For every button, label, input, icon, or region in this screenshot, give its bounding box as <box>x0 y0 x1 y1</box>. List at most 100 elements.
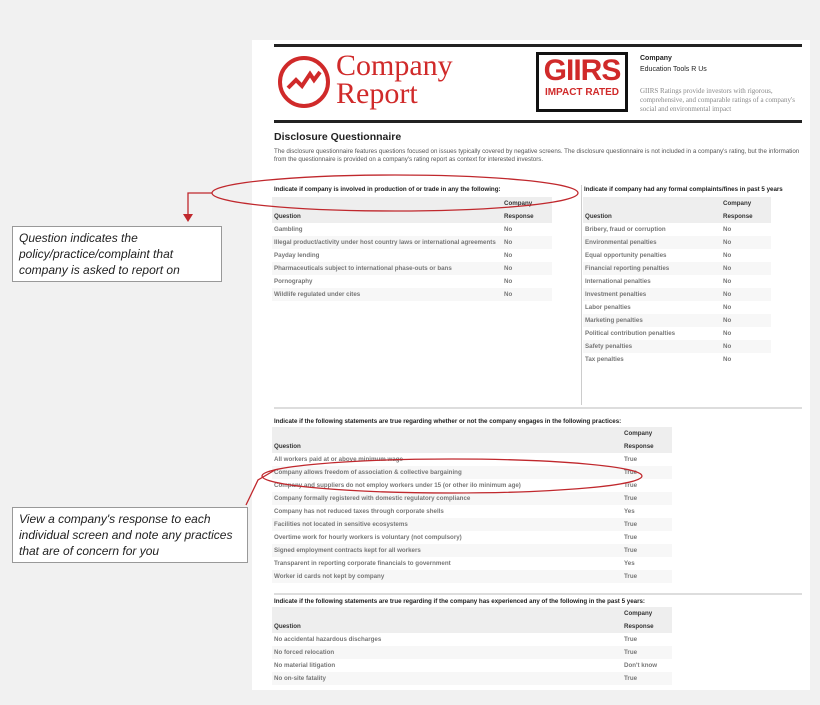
table-row: Pornography No <box>272 275 552 288</box>
question-cell: Company allows freedom of association & … <box>272 466 622 479</box>
question-cell: Political contribution penalties <box>585 330 676 337</box>
header-row: Company <box>272 607 672 620</box>
response-cell: True <box>622 646 672 659</box>
incidents-table: Company Question Response No accidental haz… <box>272 607 672 685</box>
table-row: Bribery, fraud or corruption No <box>583 223 771 236</box>
intro-text: The disclosure questionnaire features qu… <box>274 148 800 163</box>
column-header: Question <box>272 620 622 633</box>
divider <box>274 407 802 409</box>
response-cell: Yes <box>624 560 635 567</box>
response-cell: No <box>504 226 513 233</box>
response-cell: Yes <box>624 508 635 515</box>
response-cell: No <box>721 236 771 249</box>
table-row: Signed employment contracts kept for all… <box>272 544 672 557</box>
question-cell: International penalties <box>585 278 651 285</box>
response-cell: No <box>723 304 732 311</box>
response-cell: True <box>624 482 638 489</box>
column-header: Response <box>721 210 771 223</box>
table-row: Pharmaceuticals subject to international… <box>272 262 552 275</box>
table-row: No material litigation Don't know <box>272 659 672 672</box>
column-header: Company <box>721 197 771 210</box>
table-row: Financial reporting penalties No <box>583 262 771 275</box>
question-cell: Marketing penalties <box>583 314 721 327</box>
column-header: Company <box>622 607 672 620</box>
company-label: Company <box>640 55 672 62</box>
question-cell: Payday lending <box>274 252 320 259</box>
question-cell: Overtime work for hourly workers is volu… <box>274 534 462 541</box>
response-cell: True <box>622 466 672 479</box>
table-row: Labor penalties No <box>583 301 771 314</box>
question-cell: Company has not reduced taxes through co… <box>274 508 444 515</box>
report-title: Company Report <box>336 49 453 110</box>
complaints-table: Company Question Response Bribery, fraud or… <box>583 197 771 366</box>
callout-response: View a company's response to each indivi… <box>12 507 248 563</box>
table-row: Gambling No <box>272 223 552 236</box>
table-row: Wildlife regulated under cites No <box>272 288 552 301</box>
table-row: Company has not reduced taxes through co… <box>272 505 672 518</box>
divider <box>581 185 582 405</box>
question-cell: Equal opportunity penalties <box>585 252 667 259</box>
top-rule <box>274 44 802 47</box>
response-cell: No <box>502 288 552 301</box>
response-cell: No <box>723 330 732 337</box>
callout-question: Question indicates the policy/practice/c… <box>12 226 222 282</box>
response-cell: No <box>721 314 771 327</box>
question-cell: Signed employment contracts kept for all… <box>272 544 622 557</box>
question-cell: Labor penalties <box>585 304 631 311</box>
section-title: Indicate if the following statements are… <box>274 598 645 605</box>
table-row: Overtime work for hourly workers is volu… <box>272 531 672 544</box>
column-header: Question <box>583 210 721 223</box>
response-cell: True <box>624 456 638 463</box>
response-cell: True <box>622 492 672 505</box>
header-row: Question Response <box>583 210 771 223</box>
response-cell: No <box>504 252 513 259</box>
column-header: Response <box>502 210 552 223</box>
table-row: No forced relocation True <box>272 646 672 659</box>
table-row: International penalties No <box>583 275 771 288</box>
question-cell: Environmental penalties <box>583 236 721 249</box>
response-cell: No <box>723 356 732 363</box>
giirs-blurb: GIIRS Ratings provide investors with rig… <box>640 87 796 113</box>
question-cell: No accidental hazardous discharges <box>274 636 382 643</box>
response-cell: No <box>721 340 771 353</box>
question-cell: Transparent in reporting corporate finan… <box>274 560 451 567</box>
response-cell: True <box>622 518 672 531</box>
response-cell: No <box>721 288 771 301</box>
response-cell: No <box>504 278 513 285</box>
table-row: Investment penalties No <box>583 288 771 301</box>
question-cell: Company and suppliers do not employ work… <box>274 482 521 489</box>
header-row: Question Response <box>272 620 672 633</box>
question-cell: Safety penalties <box>583 340 721 353</box>
table-row: Tax penalties No <box>583 353 771 366</box>
table-row: Equal opportunity penalties No <box>583 249 771 262</box>
table-row: All workers paid at or above minimum wag… <box>272 453 672 466</box>
header-row: Company <box>583 197 771 210</box>
question-cell: Pornography <box>274 278 313 285</box>
question-cell: All workers paid at or above minimum wag… <box>274 456 403 463</box>
table-row: Environmental penalties No <box>583 236 771 249</box>
section-title: Indicate if company had any formal compl… <box>584 186 783 193</box>
header-rule <box>274 120 802 123</box>
production-table: Company Question Response Gambling No Illegal… <box>272 197 552 301</box>
question-cell: Pharmaceuticals subject to international… <box>272 262 502 275</box>
column-header: Response <box>622 620 672 633</box>
response-cell: No <box>723 252 732 259</box>
question-cell: Wildlife regulated under cites <box>272 288 502 301</box>
table-row: Facilities not located in sensitive ecos… <box>272 518 672 531</box>
header-row: Company <box>272 427 672 440</box>
highlight-ellipse <box>261 458 643 494</box>
practices-table: Company Question Response All workers paid … <box>272 427 672 583</box>
report-logo-icon <box>278 56 330 108</box>
response-cell: No <box>723 278 732 285</box>
header-row: Question Response <box>272 440 672 453</box>
section-title: Indicate if company is involved in produ… <box>274 186 501 193</box>
arrow-line <box>187 192 212 218</box>
table-row: Company formally registered with domesti… <box>272 492 672 505</box>
table-row: No on-site fatality True <box>272 672 672 685</box>
response-cell: No <box>502 262 552 275</box>
divider <box>274 593 802 595</box>
response-cell: Don't know <box>624 662 658 669</box>
arrowhead-icon <box>183 214 193 222</box>
table-row: Company and suppliers do not employ work… <box>272 479 672 492</box>
